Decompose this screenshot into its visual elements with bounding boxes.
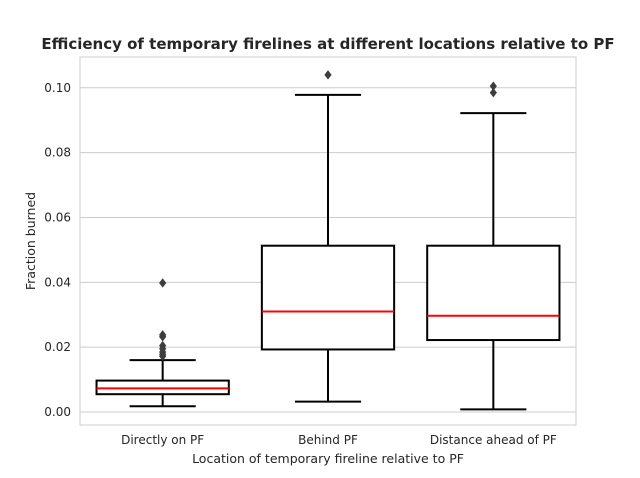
box-iqr — [426, 244, 561, 342]
x-axis-label: Location of temporary fireline relative … — [192, 451, 464, 466]
chart-title: Efficiency of temporary firelines at dif… — [41, 35, 614, 53]
y-axis-label: Fraction burned — [23, 192, 38, 290]
y-tick-label: 0.06 — [44, 210, 71, 224]
outlier-point — [324, 70, 332, 80]
y-tick-labels: 0.00 0.02 0.04 0.06 0.08 0.10 — [44, 81, 71, 419]
box-group — [426, 81, 561, 411]
y-tick-label: 0.04 — [44, 275, 71, 289]
outlier-point — [159, 340, 167, 351]
x-tick-label: Distance ahead of PF — [430, 433, 557, 447]
outlier-point — [159, 278, 167, 288]
outlier-point — [489, 81, 497, 91]
plot-frame — [79, 56, 577, 426]
y-tick-label: 0.02 — [44, 340, 71, 354]
y-tick-label: 0.10 — [44, 81, 71, 95]
y-tick-label: 0.00 — [44, 405, 71, 419]
outlier-point — [489, 87, 497, 98]
y-tick-label: 0.08 — [44, 146, 71, 160]
box-series — [95, 70, 561, 411]
box-group — [95, 278, 230, 408]
box-group — [260, 70, 396, 403]
outlier-point — [159, 330, 167, 340]
x-tick-labels: Directly on PF Behind PF Distance ahead of… — [121, 433, 557, 447]
x-tick-label: Behind PF — [298, 433, 358, 447]
x-tick-label: Directly on PF — [121, 433, 204, 447]
box-iqr — [260, 244, 396, 351]
